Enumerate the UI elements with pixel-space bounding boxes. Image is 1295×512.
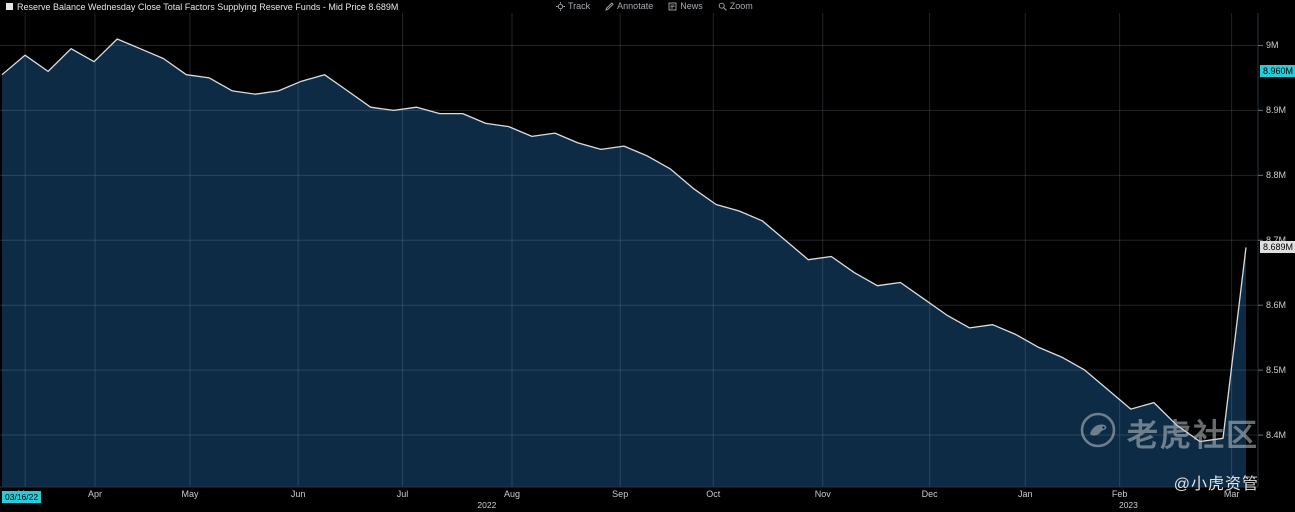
x-axis-label: Sep: [612, 489, 629, 499]
watermark: 老虎社区: [1079, 410, 1259, 455]
chart-title: Reserve Balance Wednesday Close Total Fa…: [17, 1, 399, 12]
news-label: News: [680, 1, 703, 11]
y-axis-label: 8.7M: [1266, 235, 1287, 246]
news-button[interactable]: News: [668, 1, 703, 11]
last-price-label: 8.689M: [1260, 241, 1295, 254]
chart-toolbar: Track Annotate News Zoom: [556, 1, 753, 11]
x-axis-label: Jul: [396, 489, 409, 499]
x-axis-label: Jan: [1018, 489, 1033, 499]
chart-legend: Reserve Balance Wednesday Close Total Fa…: [0, 2, 398, 12]
x-axis-year-label: 2022: [477, 500, 497, 510]
y-axis-label: 8.4M: [1266, 430, 1287, 441]
track-label: Track: [568, 1, 591, 11]
zoom-label: Zoom: [729, 1, 753, 11]
y-axis-label: 8.5M: [1266, 365, 1287, 376]
annotate-icon: [605, 1, 614, 11]
y-axis-label: 9M: [1266, 40, 1279, 51]
zoom-button[interactable]: Zoom: [718, 1, 753, 11]
series-swatch-icon: [6, 3, 13, 10]
news-icon: [668, 2, 677, 11]
tracked-price-label: 8.960M: [1260, 65, 1295, 78]
x-axis-label: Nov: [814, 489, 831, 499]
x-axis-label: May: [181, 489, 199, 499]
annotate-label: Annotate: [617, 1, 654, 11]
watermark-handle: @小虎资管: [1173, 476, 1259, 493]
x-axis-label: Oct: [706, 489, 721, 499]
x-axis-label: Dec: [921, 489, 938, 499]
x-axis-label: Aug: [503, 489, 521, 499]
start-date-label: 03/16/22: [2, 491, 42, 503]
annotate-button[interactable]: Annotate: [605, 1, 653, 11]
tiger-logo-icon: [1079, 411, 1117, 454]
y-axis-label: 8.6M: [1266, 300, 1287, 311]
x-axis-label: Apr: [87, 489, 102, 499]
x-axis-label: Jun: [290, 489, 306, 499]
zoom-icon: [718, 2, 727, 11]
track-button[interactable]: Track: [556, 1, 590, 11]
y-axis-label: 8.8M: [1266, 170, 1287, 181]
track-icon: [556, 1, 565, 11]
y-axis-label: 8.9M: [1266, 105, 1287, 116]
x-axis-label: Feb: [1111, 489, 1128, 499]
x-axis-year-label: 2023: [1118, 500, 1138, 510]
x-axis-label: Mar: [1223, 489, 1240, 499]
watermark-brand: 老虎社区: [1127, 418, 1259, 453]
chart-header: Reserve Balance Wednesday Close Total Fa…: [0, 0, 398, 13]
